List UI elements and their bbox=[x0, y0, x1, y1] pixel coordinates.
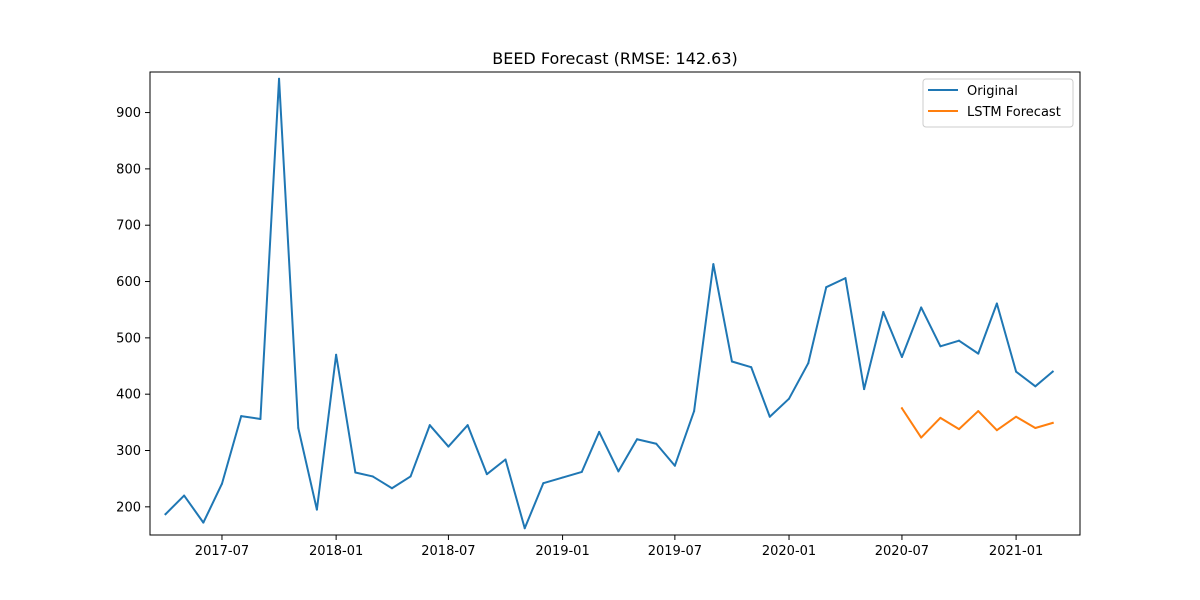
y-tick-label: 500 bbox=[116, 331, 141, 346]
data-point-original bbox=[485, 473, 488, 476]
y-tick-label: 300 bbox=[116, 444, 141, 459]
data-point-original bbox=[655, 442, 658, 445]
data-point-lstm-forecast bbox=[939, 416, 942, 419]
x-tick-label: 2018-01 bbox=[309, 544, 363, 559]
data-point-lstm-forecast bbox=[977, 410, 980, 413]
chart-title: BEED Forecast (RMSE: 142.63) bbox=[492, 49, 738, 68]
x-tick-label: 2018-07 bbox=[421, 544, 475, 559]
data-point-original bbox=[693, 410, 696, 413]
data-point-original bbox=[882, 310, 885, 313]
data-point-original bbox=[240, 415, 243, 418]
legend-box bbox=[922, 78, 1074, 128]
data-point-original bbox=[428, 424, 431, 427]
data-point-lstm-forecast bbox=[1051, 421, 1054, 424]
data-point-original bbox=[523, 527, 526, 530]
legend-label-lstm-forecast: LSTM Forecast bbox=[967, 105, 1061, 120]
data-point-original bbox=[164, 513, 167, 516]
data-point-lstm-forecast bbox=[920, 436, 923, 439]
data-point-original bbox=[788, 397, 791, 400]
data-point-original bbox=[409, 475, 412, 478]
plot-area: 200 300 400 500 600 700 800 900 2017-07 2018-01 20… bbox=[116, 77, 1055, 559]
data-point-original bbox=[617, 470, 620, 473]
data-point-original bbox=[636, 438, 639, 441]
data-point-original bbox=[202, 521, 205, 524]
data-point-original bbox=[844, 277, 847, 280]
data-point-original bbox=[1015, 370, 1018, 373]
y-tick-label: 600 bbox=[116, 275, 141, 290]
data-point-original bbox=[297, 426, 300, 429]
data-point-original bbox=[939, 345, 942, 348]
data-point-original bbox=[183, 494, 186, 497]
data-point-original bbox=[768, 415, 771, 418]
y-tick-label: 700 bbox=[116, 219, 141, 234]
series-line-original bbox=[164, 77, 1055, 530]
legend-label-original: Original bbox=[967, 84, 1018, 99]
data-point-original bbox=[371, 475, 374, 478]
y-tick-label: 400 bbox=[116, 388, 141, 403]
x-tick-label: 2017-07 bbox=[195, 544, 249, 559]
data-point-original bbox=[900, 356, 903, 359]
y-tick-label: 200 bbox=[116, 500, 141, 515]
data-point-original bbox=[673, 464, 676, 467]
data-point-lstm-forecast bbox=[995, 429, 998, 432]
data-point-original bbox=[580, 470, 583, 473]
data-point-original bbox=[825, 286, 828, 289]
plot-frame bbox=[149, 71, 1081, 536]
data-point-original bbox=[977, 352, 980, 355]
x-tick-label: 2020-01 bbox=[762, 544, 816, 559]
data-point-original bbox=[1051, 370, 1054, 373]
data-point-original bbox=[995, 302, 998, 305]
x-tick-label: 2020-07 bbox=[875, 544, 929, 559]
x-tick-label: 2019-07 bbox=[648, 544, 702, 559]
data-point-original bbox=[561, 476, 564, 479]
data-point-lstm-forecast bbox=[958, 428, 961, 431]
data-point-lstm-forecast bbox=[1015, 415, 1018, 418]
data-point-original bbox=[259, 417, 262, 420]
data-point-original bbox=[220, 482, 223, 485]
data-point-original bbox=[466, 424, 469, 427]
data-point-original bbox=[920, 306, 923, 309]
data-point-original bbox=[807, 362, 810, 365]
data-point-original bbox=[958, 339, 961, 342]
data-point-original bbox=[863, 388, 866, 391]
data-point-original bbox=[598, 430, 601, 433]
data-point-original bbox=[447, 445, 450, 448]
data-point-original bbox=[712, 263, 715, 266]
data-point-original bbox=[335, 353, 338, 356]
data-point-original bbox=[278, 77, 281, 80]
data-point-original bbox=[730, 360, 733, 363]
data-point-original bbox=[354, 471, 357, 474]
data-point-lstm-forecast bbox=[900, 407, 903, 410]
y-tick-label: 800 bbox=[116, 162, 141, 177]
data-point-original bbox=[390, 487, 393, 490]
legend: Original LSTM Forecast bbox=[922, 78, 1074, 128]
data-point-original bbox=[750, 366, 753, 369]
data-point-original bbox=[504, 458, 507, 461]
y-tick-label: 900 bbox=[116, 106, 141, 121]
x-tick-label: 2021-01 bbox=[989, 544, 1043, 559]
data-point-original bbox=[542, 482, 545, 485]
data-point-original bbox=[315, 508, 318, 511]
data-point-lstm-forecast bbox=[1034, 426, 1037, 429]
x-tick-label: 2019-01 bbox=[535, 544, 589, 559]
data-point-original bbox=[1034, 385, 1037, 388]
